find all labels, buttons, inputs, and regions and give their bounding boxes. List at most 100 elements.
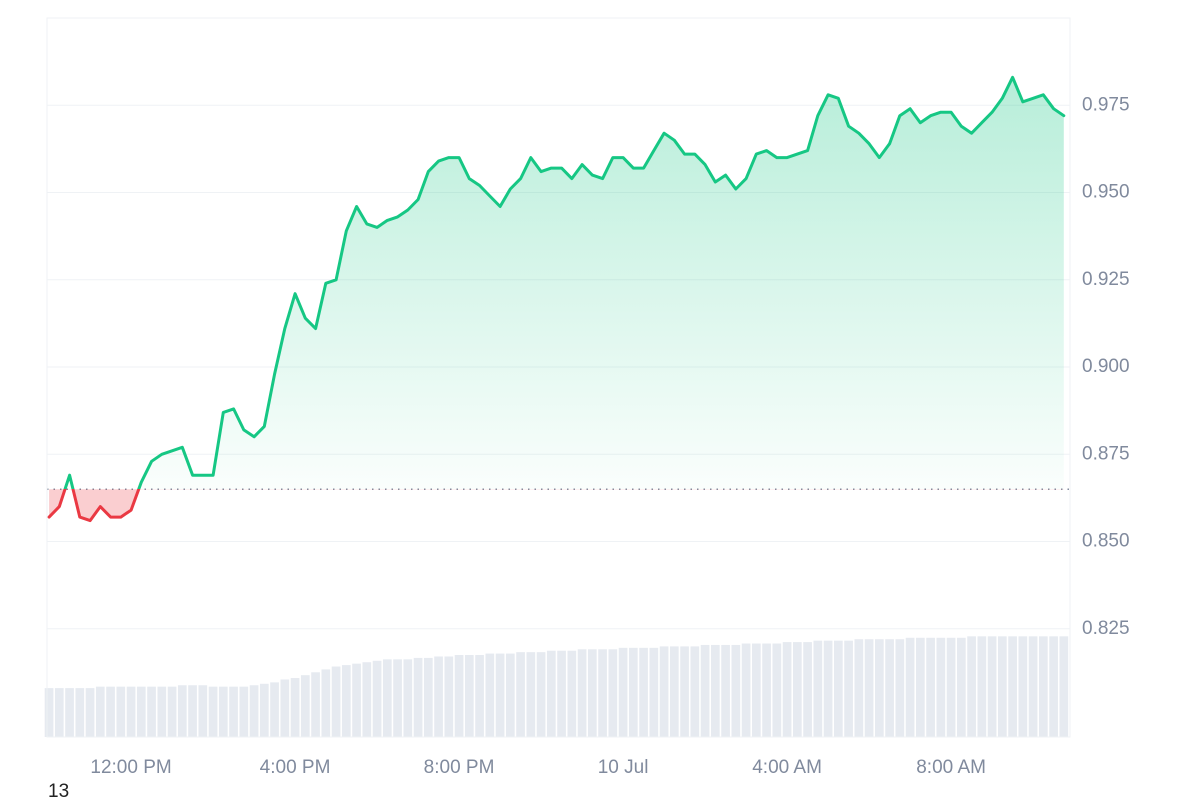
volume-bar xyxy=(393,659,402,737)
volume-bar xyxy=(1028,636,1038,737)
volume-bar xyxy=(905,637,915,737)
y-tick-label: 0.925 xyxy=(1082,269,1130,290)
volume-bar xyxy=(208,686,218,737)
y-tick-label: 0.950 xyxy=(1082,182,1130,203)
volume-bar xyxy=(864,639,874,737)
volume-bar xyxy=(1018,636,1028,737)
volume-bar xyxy=(495,653,505,737)
corner-label: 13 xyxy=(48,781,69,800)
volume-bar xyxy=(229,686,238,737)
volume-bar xyxy=(997,636,1007,737)
volume-bar xyxy=(454,655,464,737)
volume-bar xyxy=(792,642,802,737)
x-tick-label: 4:00 PM xyxy=(260,757,331,778)
volume-bar xyxy=(731,644,741,737)
volume-bar xyxy=(721,644,730,737)
volume-bar xyxy=(639,647,648,737)
volume-bar xyxy=(1039,636,1048,737)
volume-bar xyxy=(44,688,54,737)
y-tick-label: 0.875 xyxy=(1082,443,1130,464)
volume-bar xyxy=(270,682,279,737)
volume-bar xyxy=(413,657,423,737)
volume-bar xyxy=(188,685,197,737)
volume-bar xyxy=(311,672,320,737)
volume-bar xyxy=(977,636,987,737)
volume-bar xyxy=(946,637,956,737)
volume-bar xyxy=(75,688,85,737)
volume-bar xyxy=(321,669,331,737)
plot-frame xyxy=(46,17,1071,738)
volume-bar xyxy=(85,688,95,737)
volume-bar xyxy=(659,646,669,737)
x-tick-label: 10 Jul xyxy=(598,757,649,778)
volume-bar xyxy=(823,640,833,737)
volume-bar xyxy=(598,649,607,737)
volume-bar xyxy=(915,637,925,737)
y-tick-label: 0.900 xyxy=(1082,356,1130,377)
volume-bar xyxy=(434,656,443,737)
volume-bar xyxy=(280,679,290,737)
volume-bar xyxy=(926,637,935,737)
volume-bar xyxy=(290,678,300,737)
volume-layer xyxy=(44,636,1069,737)
volume-bar xyxy=(680,646,689,737)
volume-bar xyxy=(751,643,761,737)
volume-bar xyxy=(577,649,587,737)
volume-bar xyxy=(669,646,679,737)
volume-bar xyxy=(1008,636,1017,737)
volume-bar xyxy=(741,643,751,737)
volume-bar xyxy=(628,647,638,737)
volume-bar xyxy=(1059,636,1069,737)
x-tick-label: 12:00 PM xyxy=(90,757,171,778)
y-tick-label: 0.850 xyxy=(1082,531,1130,552)
volume-bar xyxy=(116,686,126,737)
volume-bar xyxy=(526,652,536,737)
volume-bar xyxy=(956,637,966,737)
volume-bar xyxy=(833,640,843,737)
volume-bar xyxy=(690,646,700,737)
volume-bar xyxy=(485,653,495,737)
volume-bar xyxy=(536,652,546,737)
volume-bar xyxy=(587,649,597,737)
volume-bar xyxy=(249,685,259,737)
volume-bar xyxy=(239,686,249,737)
x-tick-label: 8:00 AM xyxy=(916,757,986,778)
volume-bar xyxy=(464,655,474,737)
y-tick-label: 0.825 xyxy=(1082,618,1130,639)
volume-bar xyxy=(54,688,64,737)
volume-bar xyxy=(557,650,566,737)
volume-bar xyxy=(567,650,577,737)
volume-bar xyxy=(803,642,812,737)
volume-bar xyxy=(516,652,525,737)
volume-bar xyxy=(352,663,361,737)
volume-bar xyxy=(157,686,167,737)
y-tick-label: 0.975 xyxy=(1082,94,1130,115)
volume-bar xyxy=(218,686,228,737)
volume-bar xyxy=(198,685,208,737)
x-tick-label: 8:00 PM xyxy=(424,757,495,778)
x-tick-label: 4:00 AM xyxy=(752,757,822,778)
volume-bar xyxy=(782,642,792,737)
price-line xyxy=(47,75,1066,523)
volume-bar xyxy=(546,650,556,737)
volume-bar xyxy=(300,675,310,737)
price-area xyxy=(49,77,1064,521)
volume-bar xyxy=(362,662,372,737)
volume-bar xyxy=(136,686,146,737)
volume-bar xyxy=(95,686,105,737)
volume-bar xyxy=(608,649,618,737)
volume-bar xyxy=(1049,636,1058,737)
volume-bar xyxy=(106,686,115,737)
volume-bar xyxy=(762,643,771,737)
volume-bar xyxy=(331,666,341,737)
volume-bar xyxy=(167,686,177,737)
volume-bar xyxy=(341,665,351,737)
volume-bar xyxy=(700,644,710,737)
volume-bar xyxy=(403,659,413,737)
volume-bar xyxy=(844,640,853,737)
volume-bar xyxy=(854,639,864,737)
volume-bar xyxy=(126,686,136,737)
volume-bar xyxy=(147,686,156,737)
volume-bar xyxy=(813,640,823,737)
volume-bar xyxy=(65,688,74,737)
